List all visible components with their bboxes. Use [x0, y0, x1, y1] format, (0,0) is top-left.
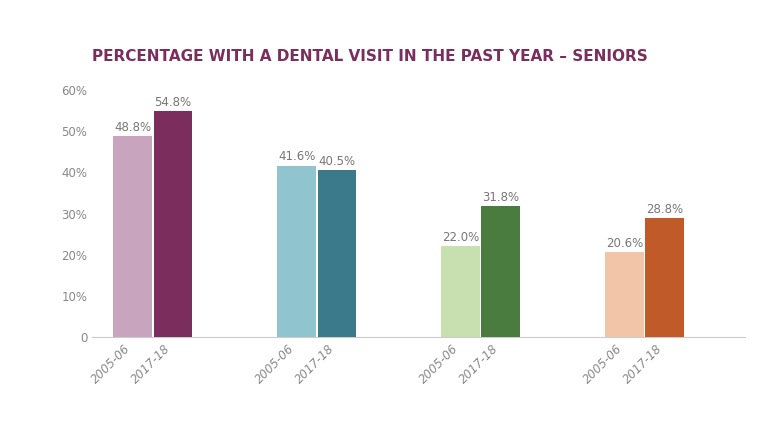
- Bar: [277, 166, 316, 337]
- Text: 41.6%: 41.6%: [278, 150, 316, 163]
- Bar: [482, 206, 520, 337]
- Text: PERCENTAGE WITH A DENTAL VISIT IN THE PAST YEAR – SENIORS: PERCENTAGE WITH A DENTAL VISIT IN THE PA…: [92, 49, 648, 64]
- Text: 20.6%: 20.6%: [606, 237, 643, 250]
- Bar: [154, 111, 193, 337]
- Text: 54.8%: 54.8%: [154, 96, 192, 109]
- Text: 48.8%: 48.8%: [114, 121, 151, 134]
- Bar: [317, 170, 356, 337]
- Text: 22.0%: 22.0%: [442, 231, 479, 244]
- Bar: [441, 246, 480, 337]
- Text: 28.8%: 28.8%: [646, 203, 684, 216]
- Bar: [605, 252, 644, 337]
- Bar: [114, 136, 152, 337]
- Text: 40.5%: 40.5%: [319, 155, 356, 168]
- Bar: [645, 219, 684, 337]
- Text: 31.8%: 31.8%: [482, 191, 519, 203]
